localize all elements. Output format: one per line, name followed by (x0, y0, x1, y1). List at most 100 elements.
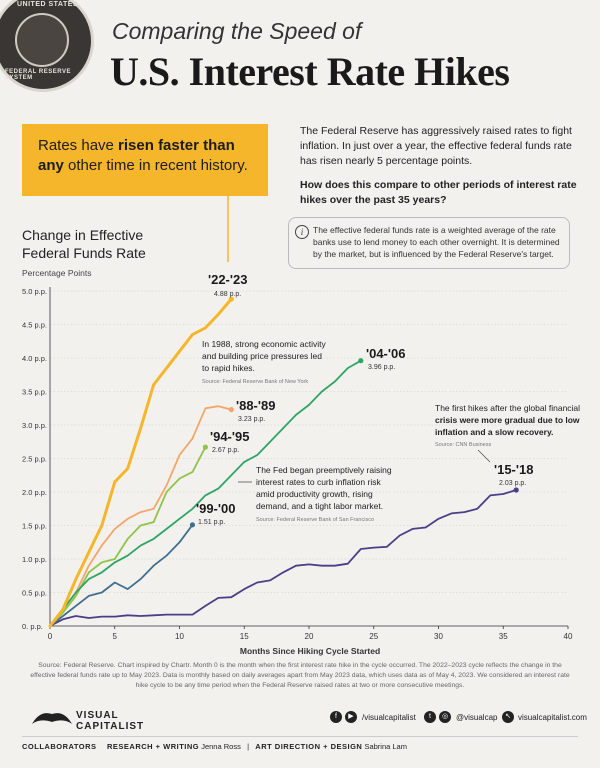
callout-text-post: other time in recent history. (63, 157, 248, 174)
series-label: '15-'18 (494, 462, 533, 477)
x-tick-label: 15 (240, 632, 249, 641)
brand-line1: VISUAL (76, 710, 119, 721)
social-handle-2[interactable]: @visualcap (456, 713, 498, 722)
series-value-label: 3.96 p.p. (368, 364, 395, 371)
x-axis-label: Months Since Hiking Cycle Started (240, 646, 380, 656)
visual-capitalist-logo (32, 713, 72, 724)
x-tick-label: 20 (305, 632, 314, 641)
y-tick-label: 3.5 p.p. (22, 388, 47, 397)
website-link[interactable]: visualcapitalist.com (518, 713, 587, 722)
series-value-label: 1.51 p.p. (198, 519, 225, 526)
intro-text: The Federal Reserve has aggressively rai… (300, 124, 582, 217)
series-line (49, 523, 194, 627)
research-label: RESEARCH + WRITING (106, 742, 200, 751)
y-tick-label: 5.0 p.p. (22, 287, 47, 296)
brand-line2: CAPITALIST (76, 721, 145, 732)
series-line (49, 489, 518, 627)
series-value-label: 3.23 p.p. (238, 416, 265, 423)
series-line (48, 297, 233, 628)
info-box: i The effective federal funds rate is a … (288, 217, 570, 269)
x-tick-label: 40 (564, 632, 573, 641)
y-tick-label: 0. p.p. (22, 622, 43, 631)
annotation-2015: The first hikes after the global financi… (435, 403, 580, 463)
series-line (49, 446, 207, 627)
seal-text-bottom: FEDERAL RESERVE SYSTEM (5, 69, 71, 81)
annotation-1988-line3: to rapid hikes. (202, 363, 255, 373)
instagram-icon[interactable]: ◎ (439, 711, 451, 723)
annotation-2015-line1: The first hikes after the global financi… (435, 403, 580, 413)
series-end-point (202, 444, 208, 450)
y-axis-label: Percentage Points (22, 268, 92, 278)
annotation-1988: In 1988, strong economic activity and bu… (202, 339, 327, 385)
federal-reserve-seal-logo: UNITED STATES FEDERAL RESERVE SYSTEM (0, 0, 94, 92)
annotation-1999-line2: interest rates to curb inflation risk (256, 477, 381, 487)
annotation-1988-line1: In 1988, strong economic activity (202, 339, 327, 349)
x-tick-label: 25 (369, 632, 378, 641)
x-tick-label: 30 (434, 632, 443, 641)
credits: COLLABORATORS RESEARCH + WRITING Jenna R… (22, 742, 407, 751)
youtube-icon[interactable]: ▶ (345, 711, 357, 723)
page-title: U.S. Interest Rate Hikes (110, 49, 510, 94)
chart-title: Change in Effective Federal Funds Rate (22, 227, 146, 261)
series-value-label: 2.67 p.p. (212, 447, 239, 454)
y-tick-label: 2.0 p.p. (22, 488, 47, 497)
intro-question: How does this compare to other periods o… (300, 179, 577, 206)
y-tick-label: 2.5 p.p. (22, 455, 47, 464)
annotation-1999-line1: The Fed began preemptively raising (256, 465, 392, 475)
intro-paragraph: The Federal Reserve has aggressively rai… (300, 125, 572, 167)
annotation-2015-line3: inflation and a slow recovery. (435, 427, 553, 437)
series-value-label: 2.03 p.p. (499, 480, 526, 487)
series-label: '94-'95 (210, 429, 249, 444)
series-label: '99-'00 (196, 501, 235, 516)
footer-divider (22, 736, 578, 737)
callout-text-pre: Rates have (38, 137, 119, 154)
annotation-1988-source: Source: Federal Reserve Bank of New York (202, 379, 308, 385)
y-tick-label: 3.0 p.p. (22, 421, 47, 430)
series-end-point (513, 487, 519, 493)
series-end-point (189, 522, 196, 528)
annotation-1999-source: Source: Federal Reserve Bank of San Fran… (256, 517, 374, 523)
social-handle-1[interactable]: /visualcapitalist (362, 713, 416, 722)
twitter-icon[interactable]: t (424, 711, 436, 723)
series-label: '88-'89 (236, 398, 275, 413)
y-tick-label: 0.5 p.p. (22, 589, 47, 598)
series-line (49, 405, 233, 627)
research-name: Jenna Ross (201, 742, 241, 751)
y-tick-label: 1.0 p.p. (22, 555, 47, 564)
series-end-point (358, 358, 364, 364)
series-label: '22-'23 (208, 272, 247, 287)
x-tick-label: 0 (48, 632, 53, 641)
info-icon: i (295, 225, 309, 239)
page-subtitle: Comparing the Speed of (112, 18, 362, 44)
callout-text-bold: risen faster than any (38, 137, 235, 174)
seal-eagle-emblem (15, 13, 69, 67)
annotation-1999-line3: amid productivity growth, rising (256, 489, 373, 499)
x-tick-label: 10 (175, 632, 184, 641)
series-label: '04-'06 (366, 346, 405, 361)
annotation-1999-line4: demand, and a tight labor market. (256, 501, 383, 511)
annotation-2015-line2: crisis were more gradual due to low (435, 415, 580, 425)
annotation-2015-connector (477, 449, 491, 463)
seal-text-top: UNITED STATES (17, 1, 79, 8)
annotation-1999: The Fed began preemptively raising inter… (238, 465, 392, 523)
brand-name: VISUAL CAPITALIST (76, 710, 144, 732)
annotation-2015-source: Source: CNN Business (435, 442, 491, 448)
y-tick-label: 4.5 p.p. (22, 321, 47, 330)
art-label: ART DIRECTION + DESIGN (255, 742, 363, 751)
callout-box: Rates have risen faster than any other t… (22, 124, 268, 196)
x-tick-label: 35 (499, 632, 508, 641)
series-end-point (228, 406, 234, 413)
collaborators-label: COLLABORATORS (22, 742, 97, 751)
series-value-label: 4.88 p.p. (214, 291, 241, 298)
info-text: The effective federal funds rate is a we… (313, 225, 560, 259)
footer-source: Source: Federal Reserve. Chart inspired … (30, 662, 570, 689)
cursor-icon[interactable]: ↖ (502, 711, 514, 723)
art-name: Sabrina Lam (364, 742, 407, 751)
y-tick-label: 1.5 p.p. (22, 522, 47, 531)
annotation-1988-line2: and building price pressures led (202, 351, 322, 361)
facebook-icon[interactable]: f (330, 711, 342, 723)
series-end-point (228, 296, 234, 302)
x-tick-label: 5 (113, 632, 118, 641)
series-line (49, 359, 362, 627)
